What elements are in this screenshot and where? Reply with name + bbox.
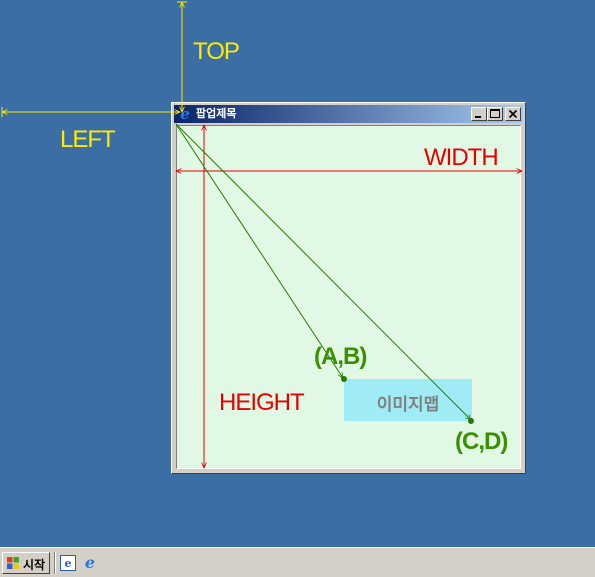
height-label: HEIGHT — [219, 389, 305, 416]
taskbar: 시작 e e — [0, 547, 595, 577]
popup-title: 팝업제목 — [196, 107, 237, 120]
top-label: TOP — [193, 38, 240, 65]
point-ab-label: (A,B) — [314, 343, 367, 370]
minimize-button[interactable] — [471, 107, 487, 121]
imagemap-label: 이미지맵 — [376, 395, 440, 415]
maximize-icon — [490, 109, 500, 118]
start-button[interactable]: 시작 — [2, 552, 50, 574]
left-label: LEFT — [60, 126, 116, 153]
quicklaunch-separator — [54, 552, 56, 574]
width-label: WIDTH — [424, 144, 499, 171]
ie-quicklaunch-icon[interactable]: e — [84, 553, 96, 572]
popup-titlebar[interactable]: e 팝업제목 — [174, 105, 523, 123]
maximize-button[interactable] — [487, 107, 503, 121]
imagemap-area[interactable]: 이미지맵 — [344, 379, 472, 421]
start-label: 시작 — [23, 558, 46, 572]
close-button[interactable] — [505, 107, 521, 121]
windows-logo-icon — [7, 557, 19, 569]
ie-icon: e — [180, 105, 190, 123]
close-icon — [508, 109, 518, 119]
minimize-icon — [475, 116, 481, 118]
show-desktop-icon[interactable]: e — [60, 555, 76, 571]
point-cd-label: (C,D) — [455, 428, 508, 455]
window-controls — [471, 107, 521, 121]
